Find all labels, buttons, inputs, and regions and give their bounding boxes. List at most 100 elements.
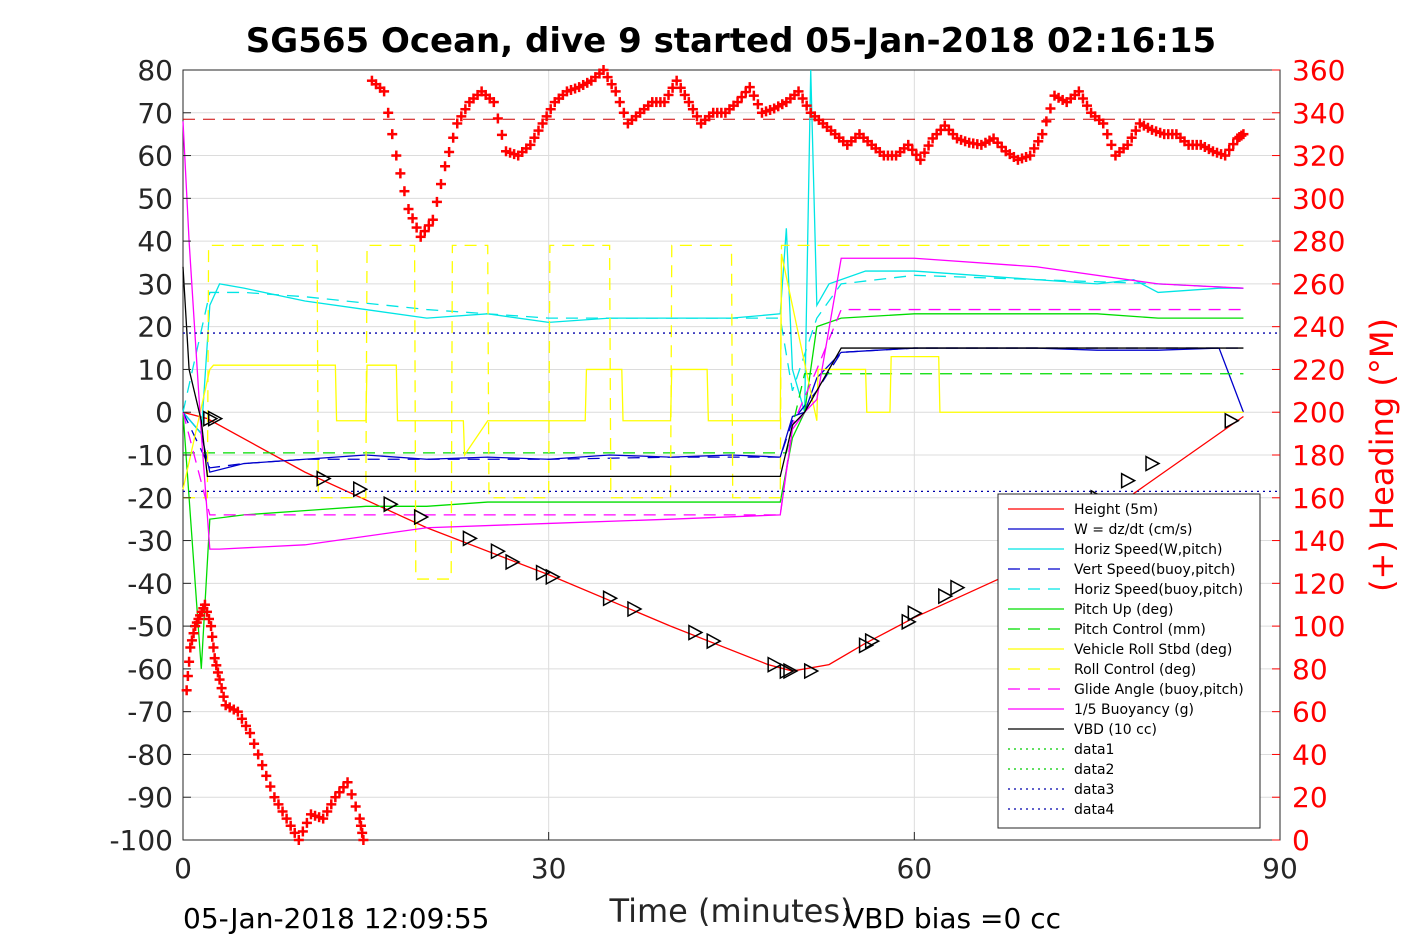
heading-point (1041, 116, 1052, 127)
heading-point (415, 231, 426, 242)
legend-label: Glide Angle (buoy,pitch) (1074, 682, 1244, 698)
left-tick-label: 70 (137, 97, 173, 130)
left-tick-label: -40 (127, 567, 173, 600)
heading-point (318, 813, 329, 824)
heading-point (293, 835, 304, 845)
heading-point (289, 827, 300, 838)
heading-point (533, 125, 544, 136)
heading-point (541, 111, 552, 122)
series-pitch-control-mm (183, 373, 1244, 454)
left-tick-label: 80 (137, 54, 173, 87)
heading-point (211, 660, 222, 671)
triangle-marker (950, 579, 966, 596)
heading-point (322, 806, 333, 817)
heading-point (218, 691, 229, 702)
left-tick-label: 0 (155, 396, 173, 429)
series-vert-speed-buoy-pitch (182, 347, 1244, 469)
heading-point (614, 97, 625, 108)
right-tick-label: 320 (1292, 140, 1345, 173)
right-tick-label: 360 (1292, 54, 1345, 87)
heading-point (236, 713, 247, 724)
heading-point (663, 89, 674, 100)
triangle-marker (1224, 412, 1240, 430)
right-tick-label: 100 (1292, 610, 1345, 643)
heading-point (214, 674, 225, 685)
heading-point (326, 799, 337, 810)
heading-point (1122, 139, 1133, 150)
left-tick-label: -60 (127, 653, 173, 686)
left-tick-label: 20 (137, 311, 173, 344)
triangle-marker (803, 662, 820, 680)
heading-point (297, 826, 308, 837)
left-tick-label: -90 (127, 781, 173, 814)
heading-point (199, 599, 210, 610)
heading-point (1029, 143, 1040, 154)
heading-point (261, 770, 272, 781)
heading-point (492, 113, 503, 124)
heading-point (801, 100, 812, 111)
heading-point (391, 150, 402, 161)
heading-point (277, 806, 288, 817)
heading-point (460, 104, 471, 115)
heading-point (249, 738, 260, 749)
triangle-marker (413, 508, 430, 526)
left-tick-label: -10 (127, 439, 173, 472)
left-tick-label: -20 (127, 482, 173, 515)
heading-point (748, 90, 759, 101)
heading-point (419, 226, 430, 237)
right-tick-label: 40 (1292, 738, 1328, 771)
heading-point (185, 642, 196, 653)
triangle-marker (203, 410, 219, 427)
heading-point (265, 781, 276, 792)
heading-point (1102, 129, 1113, 140)
heading-point (537, 118, 548, 129)
legend-label: Vehicle Roll Stbd (deg) (1074, 642, 1232, 658)
right-tick-label: 80 (1292, 653, 1328, 686)
heading-point (1236, 130, 1247, 141)
heading-point (411, 222, 422, 233)
heading-point (350, 801, 361, 812)
right-tick-label: 140 (1292, 525, 1345, 558)
heading-point (496, 129, 507, 140)
legend-label: 1/5 Buoyancy (g) (1074, 702, 1194, 718)
triangle-marker (535, 564, 552, 581)
triangle-marker (783, 662, 799, 680)
legend-label: data3 (1074, 782, 1114, 798)
triangle-marker (462, 530, 479, 547)
legend-label: Pitch Control (mm) (1074, 622, 1206, 638)
heading-point (204, 613, 215, 624)
heading-point (456, 111, 467, 122)
heading-point (1238, 129, 1249, 140)
heading-point (273, 799, 284, 810)
heading-point (797, 93, 808, 104)
heading-point (232, 706, 243, 717)
legend-label: VBD (10 cc) (1074, 722, 1157, 738)
heading-point (440, 161, 451, 172)
right-tick-label: 340 (1292, 97, 1345, 130)
heading-point (1224, 144, 1235, 155)
right-tick-label: 120 (1292, 567, 1345, 600)
left-tick-label: 50 (137, 182, 173, 215)
heading-point (444, 146, 455, 157)
series-1-5-buoyancy-g (182, 121, 1244, 550)
triangle-marker (316, 470, 332, 487)
series-vbd-10-cc (182, 266, 1244, 478)
left-tick-label: 10 (137, 353, 173, 386)
heading-point (201, 606, 212, 617)
heading-point (427, 214, 438, 225)
legend-label: Height (5m) (1074, 502, 1158, 518)
left-y-axis: 80 70 60 50 40 30 20 10 0 -10 -20 -30 -40 -50 -60 -70 -8… (109, 54, 191, 857)
heading-point (186, 635, 197, 646)
heading-point (752, 99, 763, 110)
heading-point (269, 792, 280, 803)
right-tick-label: 220 (1292, 353, 1345, 386)
heading-point (525, 139, 536, 150)
legend-label: data1 (1074, 742, 1114, 758)
x-tick-label: 60 (897, 852, 933, 885)
triangle-marker (490, 542, 507, 560)
heading-point (181, 685, 192, 696)
heading-point (342, 777, 353, 788)
heading-point (358, 835, 369, 845)
right-tick-label: 180 (1292, 439, 1345, 472)
right-y-axis: 3603403203002802602402202001801601401201… (1272, 54, 1345, 857)
